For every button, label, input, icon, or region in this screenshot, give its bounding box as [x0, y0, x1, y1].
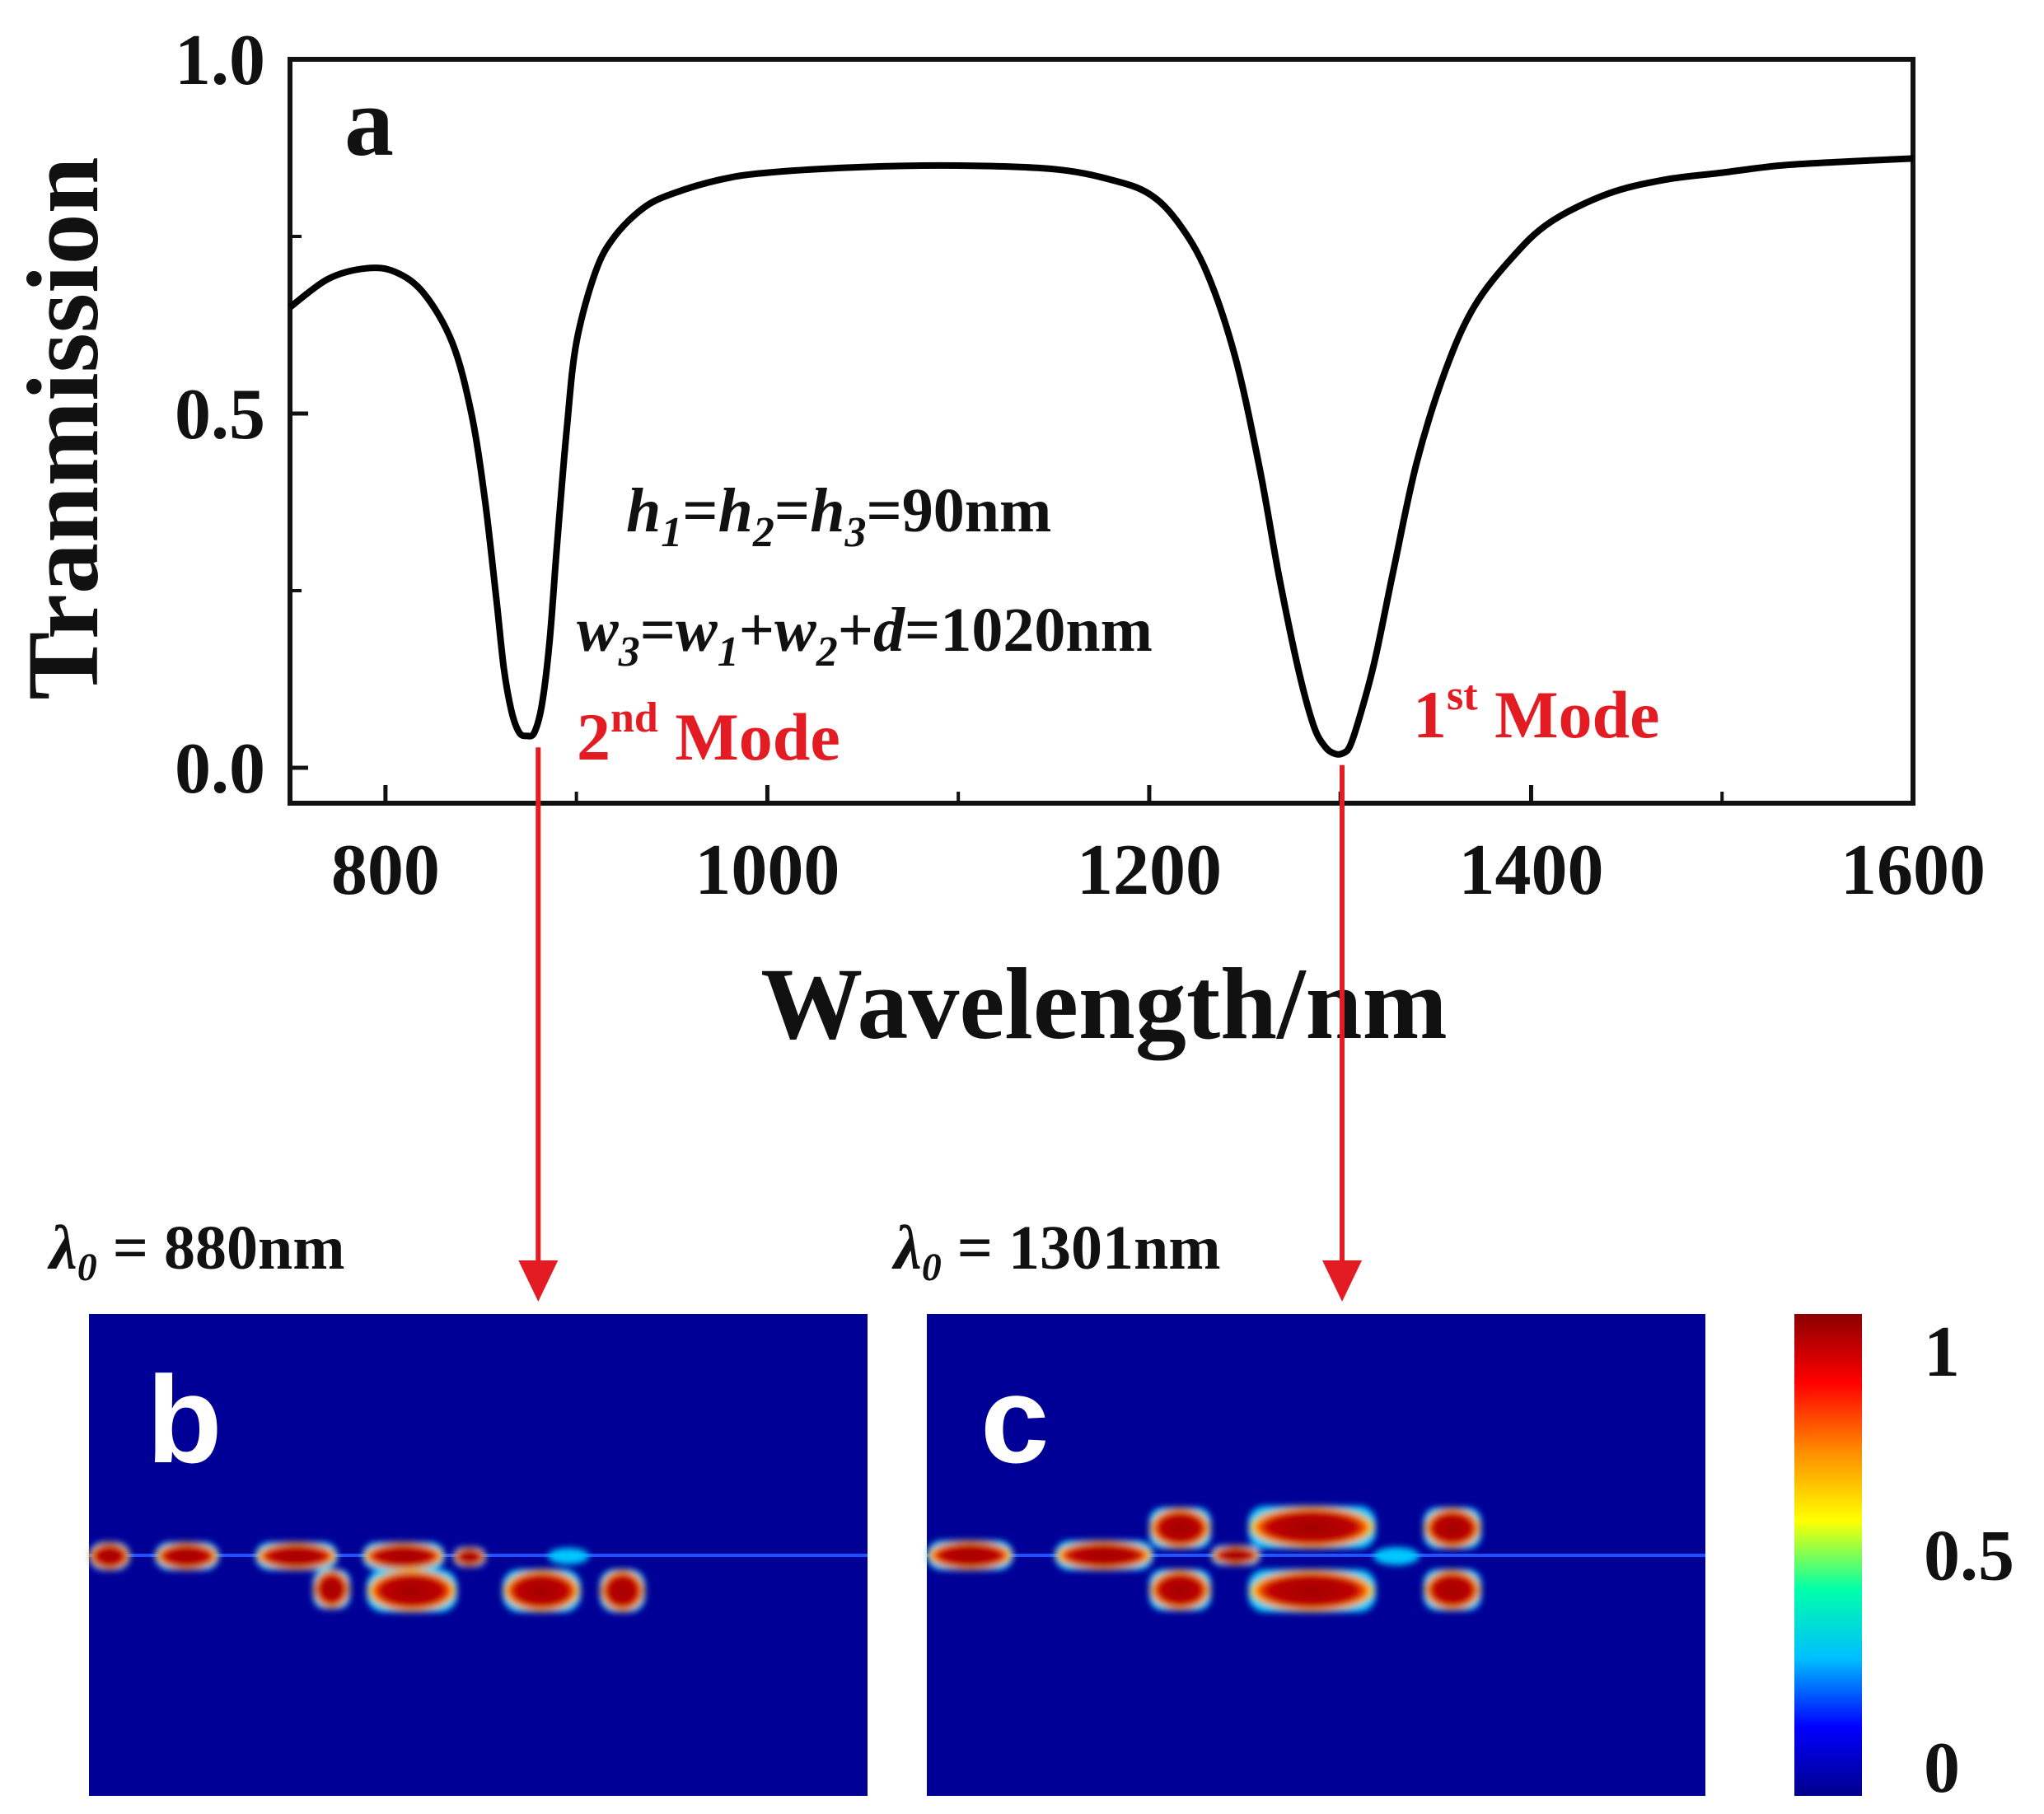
x-tick-label: 1200 [1077, 830, 1222, 910]
x-tick-label: 1600 [1841, 830, 1986, 910]
colorbar-tick-label: 0 [1924, 1728, 1960, 1808]
hotspot [1424, 1569, 1481, 1611]
lambda-label-c: λ0 = 1301nm [891, 1213, 1221, 1289]
annotation-heights: h1=h2=h3=90nm [626, 476, 1051, 556]
hotspot [1424, 1508, 1481, 1549]
panel-label-b: b [147, 1350, 222, 1489]
colorbar-tick-labels: 00.51 [1924, 1312, 2014, 1808]
x-tick-label: 1000 [695, 830, 840, 910]
hotspot [1211, 1545, 1261, 1565]
hotspot [503, 1569, 581, 1612]
colorbar: 00.51 [1794, 1312, 2014, 1808]
field-map-c-hotspots [927, 1506, 1481, 1612]
colorbar-bar [1794, 1314, 1862, 1796]
panel-label-a: a [344, 67, 394, 176]
hotspot [927, 1540, 1013, 1570]
field-map-c: c [927, 1314, 1705, 1796]
hotspot [1248, 1569, 1376, 1612]
annotation-widths: w3=w1+w2+d=1020nm [577, 596, 1153, 676]
lambda-label-b: λ0 = 880nm [47, 1213, 345, 1289]
colorbar-tick-label: 0.5 [1924, 1517, 2014, 1597]
y-tick-label: 1.0 [175, 21, 265, 101]
y-axis-ticks: 0.0 0.5 1.0 [175, 21, 308, 809]
hotspot [1055, 1540, 1153, 1570]
y-tick-label: 0.5 [175, 375, 265, 455]
colorbar-tick-label: 1 [1924, 1312, 1960, 1392]
x-tick-label: 1400 [1458, 830, 1603, 910]
hotspot [89, 1542, 130, 1570]
field-map-b: b [89, 1314, 868, 1796]
x-axis-title: Wavelength/nm [760, 947, 1448, 1061]
transmission-plot: 800 1000 1200 1400 1600 0.0 0.5 1.0 a Waveleng… [7, 21, 1986, 1061]
hotspot [255, 1542, 338, 1570]
mode-arrow-head [1322, 1260, 1363, 1302]
plot-frame [288, 57, 1915, 806]
hotspot [362, 1542, 445, 1570]
hotspot [1149, 1569, 1211, 1611]
field-map-b-hotspots [89, 1542, 645, 1612]
mode-arrow-head [518, 1260, 559, 1302]
y-axis-title: Tranmission [7, 157, 119, 699]
mode-arrows [518, 747, 1363, 1302]
hotspot [600, 1569, 645, 1612]
second-mode-label: 2nd Mode [577, 694, 840, 774]
hotspot [1248, 1506, 1376, 1549]
hotspot [155, 1542, 219, 1570]
hotspot [1373, 1547, 1420, 1565]
hotspot [453, 1547, 486, 1567]
hotspot [367, 1569, 457, 1612]
x-tick-label: 800 [331, 830, 440, 910]
hotspot [1149, 1508, 1211, 1549]
hotspot [313, 1569, 350, 1609]
transmission-curve [288, 155, 1914, 758]
y-tick-label: 0.0 [175, 729, 265, 809]
hotspot [548, 1548, 589, 1564]
first-mode-label: 1st Mode [1413, 672, 1659, 752]
panel-label-c: c [980, 1350, 1049, 1489]
